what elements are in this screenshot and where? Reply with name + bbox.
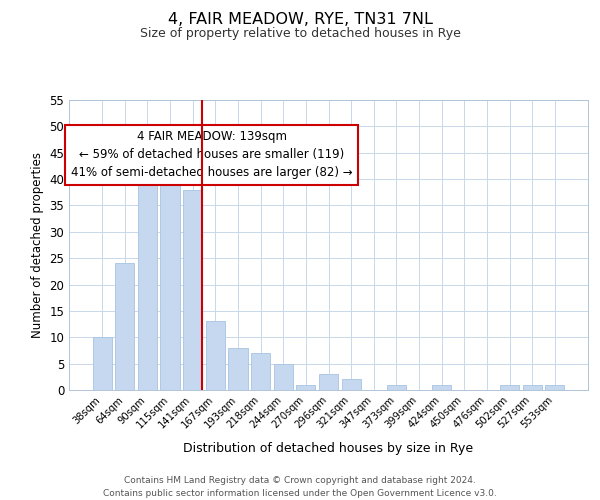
Y-axis label: Number of detached properties: Number of detached properties <box>31 152 44 338</box>
Bar <box>387 384 406 390</box>
Bar <box>229 348 248 390</box>
Bar <box>296 384 316 390</box>
Bar <box>341 380 361 390</box>
Bar <box>251 353 270 390</box>
X-axis label: Distribution of detached houses by size in Rye: Distribution of detached houses by size … <box>184 442 473 454</box>
Bar <box>319 374 338 390</box>
Bar <box>206 322 225 390</box>
Bar <box>432 384 451 390</box>
Bar <box>545 384 565 390</box>
Bar <box>523 384 542 390</box>
Text: 4, FAIR MEADOW, RYE, TN31 7NL: 4, FAIR MEADOW, RYE, TN31 7NL <box>167 12 433 28</box>
Text: Contains HM Land Registry data © Crown copyright and database right 2024.
Contai: Contains HM Land Registry data © Crown c… <box>103 476 497 498</box>
Bar <box>160 158 180 390</box>
Text: Size of property relative to detached houses in Rye: Size of property relative to detached ho… <box>140 28 460 40</box>
Bar <box>274 364 293 390</box>
Bar <box>92 338 112 390</box>
Bar <box>500 384 519 390</box>
Bar <box>115 264 134 390</box>
Bar <box>183 190 202 390</box>
Text: 4 FAIR MEADOW: 139sqm
← 59% of detached houses are smaller (119)
41% of semi-det: 4 FAIR MEADOW: 139sqm ← 59% of detached … <box>71 130 353 180</box>
Bar <box>138 164 157 390</box>
